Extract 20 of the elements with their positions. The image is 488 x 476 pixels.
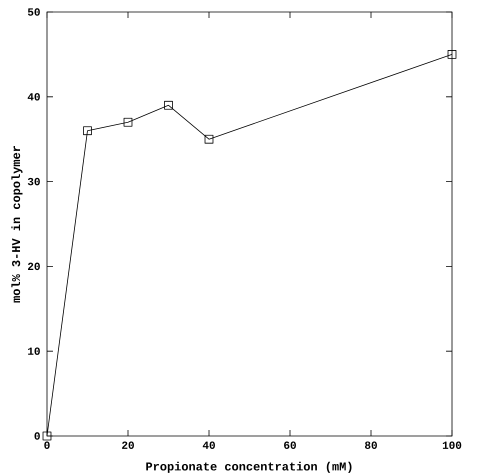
point [448, 50, 456, 59]
y-tick-label: 40 [28, 93, 40, 101]
x-tick-label: 80 [365, 442, 377, 449]
point [42, 432, 52, 440]
x-tick-label: 60 [284, 442, 296, 449]
x-tick-label: 20 [122, 442, 134, 449]
y-tick-label: 30 [28, 178, 40, 186]
point [204, 134, 214, 144]
point [83, 126, 92, 136]
y-tick-label: 20 [28, 262, 40, 270]
y-axis-title: mol% 3-HV in copolymer [11, 146, 22, 303]
y-tick-label: 10 [28, 347, 40, 355]
y-tick-label: 50 [28, 8, 40, 16]
point [164, 100, 173, 110]
y-tick-label: 0 [34, 432, 40, 440]
x-tick-label: 40 [202, 442, 215, 449]
x-tick-label: 0 [44, 442, 50, 449]
point [124, 118, 132, 127]
x-axis-title: Propionate concentration (mM) [146, 462, 352, 473]
x-tick-label: 100 [442, 442, 462, 449]
